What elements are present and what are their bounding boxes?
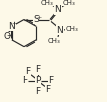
- Text: P: P: [35, 76, 41, 85]
- Text: N: N: [57, 26, 63, 35]
- Text: CH₃: CH₃: [41, 0, 53, 6]
- Text: +: +: [12, 21, 17, 26]
- Text: F: F: [45, 85, 51, 94]
- Text: CH₃: CH₃: [66, 26, 78, 32]
- Text: F: F: [35, 65, 41, 74]
- Text: N: N: [55, 5, 61, 14]
- Text: CH₃: CH₃: [63, 0, 75, 6]
- Text: F: F: [25, 67, 31, 76]
- Text: F: F: [35, 87, 41, 96]
- Text: −: −: [7, 32, 12, 37]
- Text: O: O: [3, 32, 10, 42]
- Text: F: F: [22, 76, 28, 85]
- Text: S: S: [33, 15, 39, 24]
- Text: CH₃: CH₃: [48, 38, 60, 44]
- Text: F: F: [48, 76, 54, 85]
- Text: +: +: [36, 15, 41, 20]
- Text: N: N: [8, 22, 15, 31]
